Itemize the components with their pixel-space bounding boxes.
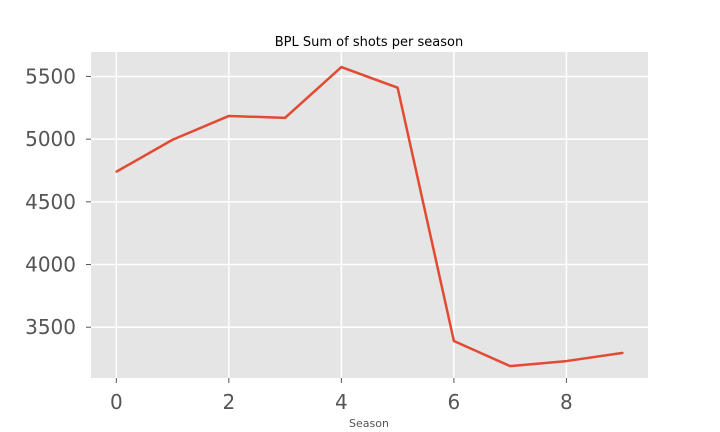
chart-title: BPL Sum of shots per season [275,35,463,50]
series-line [115,65,623,368]
data-point [340,66,343,69]
data-points [115,66,624,368]
data-point [452,340,455,343]
plot-area [91,52,648,378]
data-point [115,170,118,173]
x-tick-label: 8 [560,390,573,414]
data-point [621,351,624,354]
x-tick-label: 6 [448,390,461,414]
grid [91,52,648,378]
data-point [227,114,230,117]
data-point [171,138,174,141]
y-tick-label: 3500 [25,315,76,339]
data-point [565,360,568,363]
x-tick-label: 2 [222,390,235,414]
y-tick-label: 4500 [25,190,76,214]
y-tick-label: 5000 [25,127,76,151]
x-tick-label: 4 [335,390,348,414]
x-axis-label: Season [349,417,389,430]
data-point [396,86,399,89]
data-point [284,116,287,119]
x-tick-label: 0 [110,390,123,414]
y-tick-label: 5500 [25,64,76,88]
y-tick-label: 4000 [25,253,76,277]
data-point [509,365,512,368]
ticks: 0 2 4 6 8 3500 4000 4500 5000 5500 [25,64,573,414]
